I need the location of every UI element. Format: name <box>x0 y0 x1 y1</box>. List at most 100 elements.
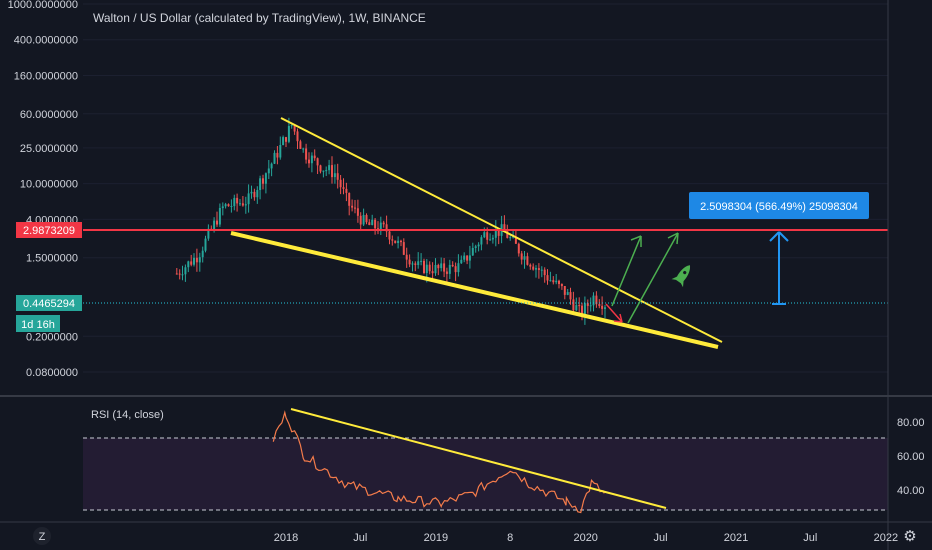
candle <box>437 263 440 276</box>
candle <box>244 196 247 214</box>
price-tick-4: 25.0000000 <box>20 143 78 155</box>
candle <box>445 267 448 282</box>
candle <box>549 271 552 282</box>
countdown-tag <box>16 315 60 332</box>
rocket-icon <box>671 265 691 288</box>
candle <box>417 252 420 269</box>
candle <box>586 299 589 314</box>
candle <box>540 266 543 278</box>
candle <box>379 216 382 235</box>
candle <box>302 147 305 153</box>
candle <box>529 263 532 270</box>
candle <box>331 156 333 184</box>
candle <box>578 297 581 315</box>
candle <box>374 218 377 235</box>
candle <box>592 292 595 312</box>
candle <box>233 194 236 211</box>
measure-arrow[interactable] <box>769 231 789 305</box>
candle <box>247 184 250 213</box>
candle <box>497 229 500 245</box>
time-axis[interactable]: 2018 Jul 2019 8 2020 Jul 2021 Jul 2022 <box>274 532 898 544</box>
time-tick-8: 2022 <box>874 532 898 544</box>
candle <box>201 246 204 263</box>
candle <box>431 262 434 280</box>
candle <box>463 252 466 263</box>
candle <box>273 150 276 164</box>
candle <box>537 263 540 279</box>
candle <box>555 274 558 285</box>
candle <box>428 261 431 275</box>
rsi-tick-0: 80.00 <box>897 417 925 429</box>
candle <box>385 215 388 237</box>
time-tick-4: 2020 <box>573 532 597 544</box>
chart-title: Walton / US Dollar (calculated by Tradin… <box>93 11 426 25</box>
candle <box>325 166 328 176</box>
candle <box>468 245 471 269</box>
candle <box>517 242 520 257</box>
rsi-line <box>272 410 605 514</box>
candle <box>305 143 308 164</box>
candle <box>218 203 221 227</box>
candle <box>342 178 345 195</box>
time-tick-3: 8 <box>507 532 513 544</box>
candle <box>583 296 586 325</box>
candle <box>299 139 302 149</box>
price-tick-2: 160.0000000 <box>14 71 78 83</box>
timezone-button[interactable] <box>33 527 51 545</box>
candle <box>454 262 457 282</box>
candle <box>604 305 606 319</box>
candle <box>397 236 400 249</box>
candles <box>175 117 606 325</box>
candle <box>566 289 569 296</box>
current-price-tag <box>16 295 82 311</box>
candle <box>466 255 469 265</box>
candle <box>595 291 598 308</box>
candle <box>256 186 259 204</box>
candle <box>477 242 480 252</box>
candle <box>405 247 408 268</box>
candle <box>270 162 273 177</box>
candle <box>322 170 325 178</box>
candle <box>221 202 224 216</box>
candle <box>434 258 437 276</box>
candle <box>546 269 549 285</box>
resistance-price-tag <box>16 222 82 238</box>
time-tick-2: 2019 <box>424 532 448 544</box>
gear-icon[interactable]: ⚙ <box>903 528 916 545</box>
candle <box>296 128 299 149</box>
candle <box>239 199 241 206</box>
candle <box>408 254 411 268</box>
candle <box>204 235 207 253</box>
candle <box>569 287 572 305</box>
green-arrow-2 <box>627 232 679 324</box>
candle <box>489 233 492 241</box>
rsi-pane[interactable]: RSI (14, close) <box>83 408 888 514</box>
candle <box>290 124 293 129</box>
candle <box>313 149 316 161</box>
candle <box>293 124 296 135</box>
candle <box>411 261 414 272</box>
candle <box>175 268 178 275</box>
candle <box>503 215 506 231</box>
candle <box>230 199 233 213</box>
time-tick-7: Jul <box>803 532 817 544</box>
candle <box>193 253 195 267</box>
time-tick-5: Jul <box>653 532 667 544</box>
candle <box>184 264 187 282</box>
candle <box>216 211 218 227</box>
time-tick-1: Jul <box>353 532 367 544</box>
candle <box>310 152 313 173</box>
candle <box>316 157 319 174</box>
candle <box>480 235 483 251</box>
candle <box>348 192 351 216</box>
candle <box>339 175 342 195</box>
price-pane[interactable]: 2.5098304 (566.49%) 25098304 <box>83 3 888 510</box>
rsi-trendline[interactable] <box>290 408 667 509</box>
candle <box>506 224 509 239</box>
candle <box>474 244 477 253</box>
candle <box>285 136 287 147</box>
candle <box>259 175 262 200</box>
candle <box>440 257 443 272</box>
lower-trendline[interactable] <box>230 231 719 349</box>
candle <box>279 136 282 160</box>
